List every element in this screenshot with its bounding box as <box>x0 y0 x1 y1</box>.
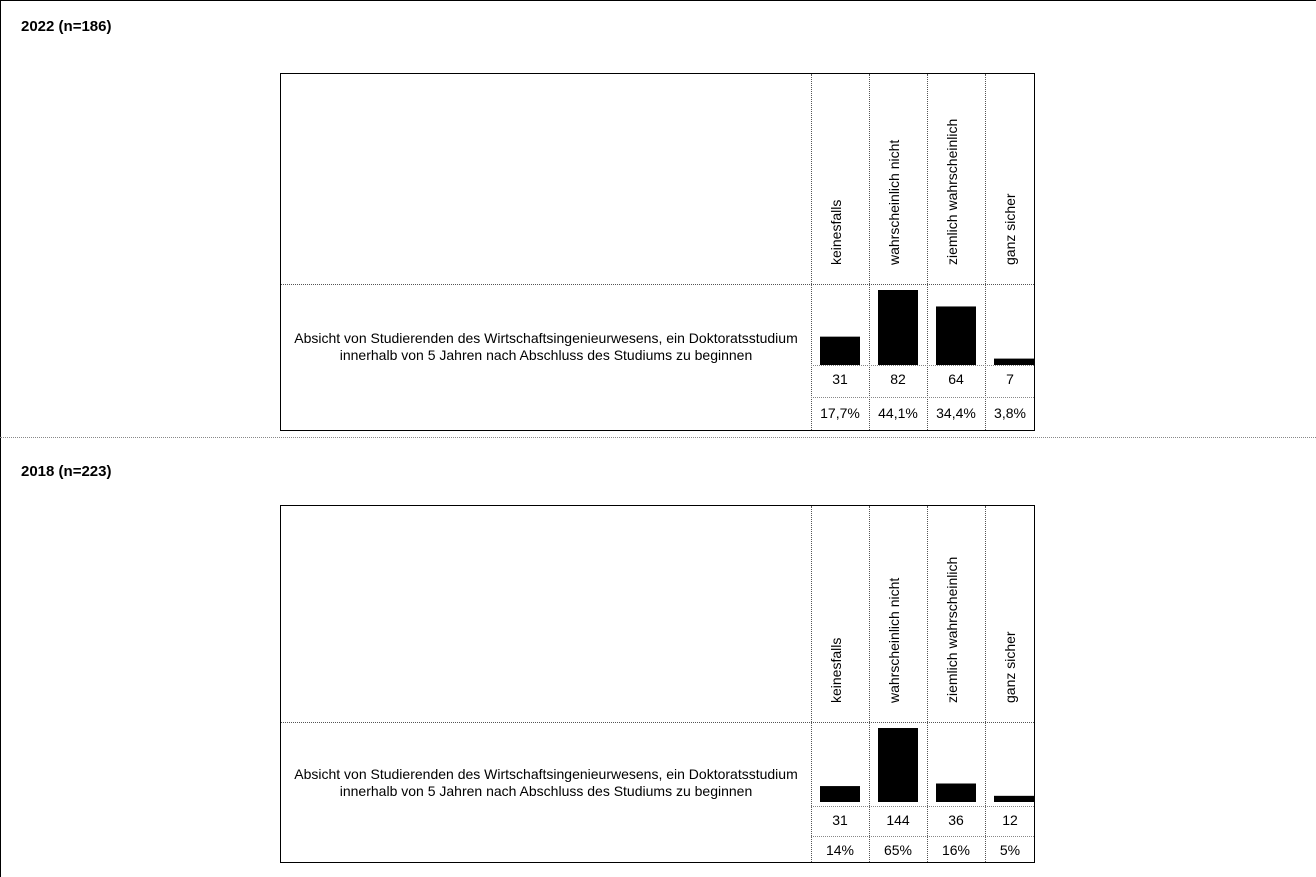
column-divider <box>927 506 928 862</box>
survey-table: keinesfalls wahrscheinlich nicht ziemlic… <box>280 73 1035 431</box>
row-divider <box>811 836 1034 837</box>
column-divider <box>811 74 812 430</box>
column-divider <box>927 74 928 430</box>
count-cell: 12 <box>1002 812 1018 828</box>
row-divider <box>811 397 1034 398</box>
column-divider <box>869 74 870 430</box>
column-header: ganz sicher <box>1002 631 1018 703</box>
question-text: Absicht von Studierenden des Wirtschafts… <box>294 330 798 363</box>
percent-cell: 44,1% <box>878 405 918 421</box>
row-divider <box>811 806 1034 807</box>
count-cell: 31 <box>832 371 848 387</box>
bar-keinesfalls <box>820 336 860 365</box>
column-divider <box>869 506 870 862</box>
header-divider <box>281 722 1034 723</box>
bar-ziemlich-wahrscheinlich <box>936 783 976 802</box>
row-divider <box>811 365 1034 366</box>
column-header: ziemlich wahrscheinlich <box>944 556 960 703</box>
column-divider <box>985 74 986 430</box>
percent-cell: 65% <box>883 842 913 858</box>
bar-ziemlich-wahrscheinlich <box>936 306 976 365</box>
count-cell: 36 <box>948 812 964 828</box>
column-divider <box>811 506 812 862</box>
section-2018: 2018 (n=223) keinesfalls wahrscheinlich … <box>0 438 1316 877</box>
section-title: 2022 (n=186) <box>21 18 112 35</box>
bar-wahrscheinlich-nicht <box>878 290 918 365</box>
column-header: wahrscheinlich nicht <box>886 139 902 265</box>
percent-cell: 14% <box>825 842 855 858</box>
count-cell: 144 <box>886 812 910 828</box>
bar-ganz-sicher <box>994 795 1034 802</box>
question-text: Absicht von Studierenden des Wirtschafts… <box>294 766 798 799</box>
column-header: keinesfalls <box>828 637 844 703</box>
column-header: keinesfalls <box>828 199 844 265</box>
column-divider <box>985 506 986 862</box>
section-2022: 2022 (n=186) keinesfalls wahrscheinlich … <box>0 0 1316 437</box>
count-cell: 64 <box>948 371 964 387</box>
bar-ganz-sicher <box>994 358 1034 365</box>
bar-chart-2022 <box>820 290 1034 365</box>
header-divider <box>281 284 1034 285</box>
bar-chart-2018 <box>820 728 1034 802</box>
column-header: ganz sicher <box>1002 193 1018 265</box>
percent-cell: 34,4% <box>936 405 976 421</box>
survey-table: keinesfalls wahrscheinlich nicht ziemlic… <box>280 505 1035 863</box>
count-cell: 82 <box>890 371 906 387</box>
count-cell: 7 <box>1006 371 1014 387</box>
section-divider <box>0 437 1316 438</box>
count-cell: 31 <box>832 812 848 828</box>
section-title: 2018 (n=223) <box>21 463 112 480</box>
bar-keinesfalls <box>820 786 860 802</box>
percent-cell: 5% <box>999 842 1021 858</box>
bar-wahrscheinlich-nicht <box>878 728 918 802</box>
column-header: wahrscheinlich nicht <box>886 577 902 703</box>
percent-cell: 17,7% <box>820 405 860 421</box>
column-header: ziemlich wahrscheinlich <box>944 118 960 265</box>
percent-cell: 3,8% <box>994 405 1026 421</box>
percent-cell: 16% <box>941 842 971 858</box>
